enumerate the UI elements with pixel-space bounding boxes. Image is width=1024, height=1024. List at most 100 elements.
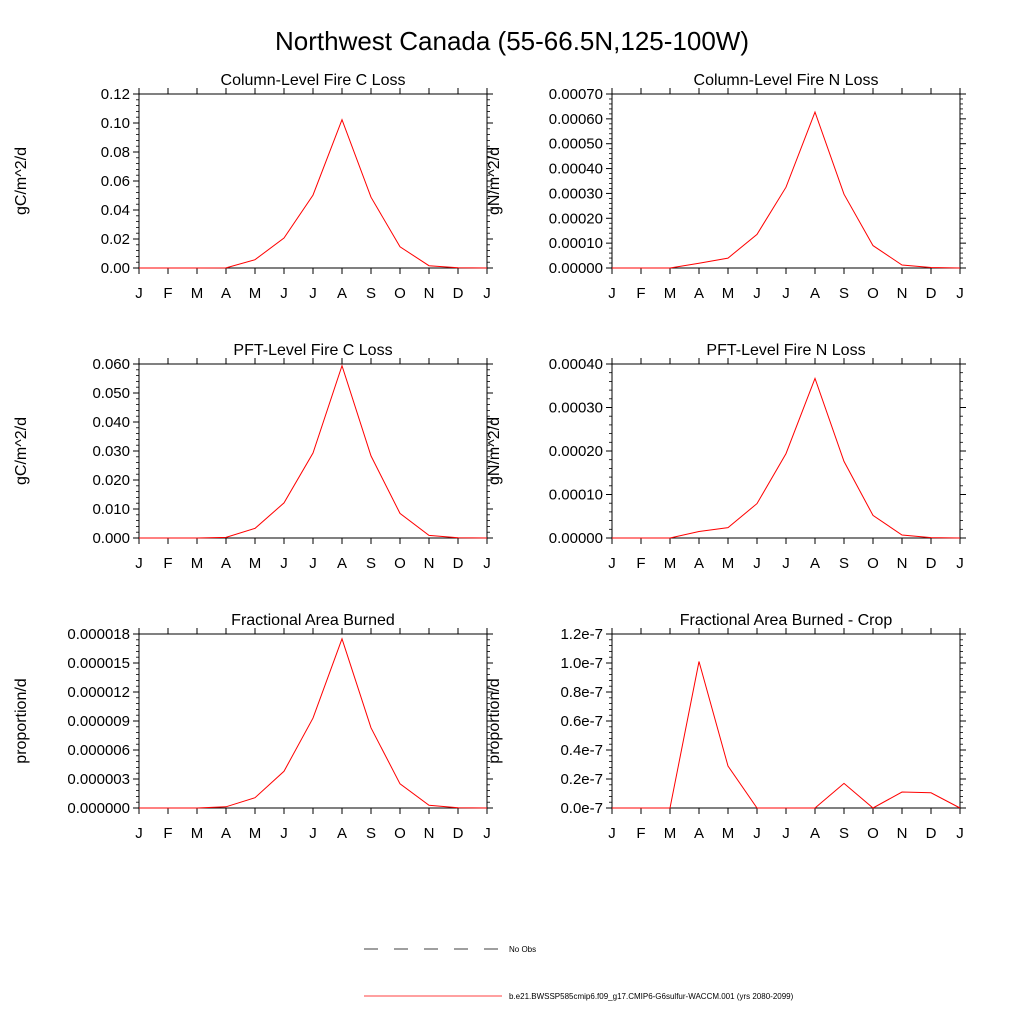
x-tick-label: N: [424, 825, 435, 842]
x-tick-label: M: [722, 285, 735, 302]
y-axis-label: gC/m^2/d: [13, 147, 30, 215]
x-tick-label: M: [664, 825, 677, 842]
x-tick-label: M: [191, 285, 204, 302]
panel-title: PFT-Level Fire N Loss: [706, 342, 865, 359]
y-tick-label: 0.00020: [549, 443, 603, 460]
y-tick-label: 0.00040: [549, 356, 603, 373]
y-tick-label: 0.030: [92, 443, 130, 460]
x-tick-label: J: [280, 285, 288, 302]
x-tick-label: D: [453, 555, 464, 572]
x-tick-label: S: [366, 555, 376, 572]
panel-title: Column-Level Fire C Loss: [221, 72, 406, 89]
x-tick-label: D: [453, 285, 464, 302]
x-tick-label: A: [221, 825, 231, 842]
x-tick-label: M: [664, 285, 677, 302]
x-tick-label: A: [810, 555, 820, 572]
y-tick-label: 0.00050: [549, 136, 603, 153]
x-tick-label: M: [722, 555, 735, 572]
x-tick-label: J: [309, 285, 317, 302]
panel-title: Fractional Area Burned: [231, 612, 395, 629]
x-tick-label: J: [309, 825, 317, 842]
legend: No Obs b.e21.BWSSP585cmip6.f09_g17.CMIP6…: [364, 945, 794, 1001]
y-tick-label: 1.2e-7: [560, 626, 603, 643]
panel-title: Column-Level Fire N Loss: [694, 72, 879, 89]
x-tick-label: A: [694, 285, 704, 302]
panels: Column-Level Fire C Loss gC/m^2/d 0.00 0.02…: [13, 72, 966, 842]
legend-entry-model-run: b.e21.BWSSP585cmip6.f09_g17.CMIP6-G6sulf…: [364, 992, 794, 1001]
x-tick-label: J: [753, 285, 761, 302]
x-tick-label: J: [135, 285, 143, 302]
x-tick-label: J: [309, 555, 317, 572]
legend-label-no-obs: No Obs: [509, 945, 536, 954]
y-tick-label: 0.04: [101, 202, 130, 219]
x-tick-label: J: [956, 825, 964, 842]
x-tick-label: N: [424, 285, 435, 302]
x-tick-label: J: [280, 555, 288, 572]
y-axis-label: gC/m^2/d: [13, 417, 30, 485]
x-tick-label: A: [337, 285, 347, 302]
x-tick-label: N: [424, 555, 435, 572]
panel-2: Column-Level Fire N Loss gN/m^2/d 0.00000 0…: [486, 72, 966, 302]
x-tick-label: F: [163, 555, 172, 572]
x-tick-label: J: [608, 555, 616, 572]
x-tick-label: M: [249, 285, 262, 302]
x-tick-label: J: [753, 825, 761, 842]
x-tick-label: A: [337, 555, 347, 572]
legend-label-model-run: b.e21.BWSSP585cmip6.f09_g17.CMIP6-G6sulf…: [509, 992, 794, 1001]
x-tick-label: O: [394, 285, 406, 302]
y-tick-label: 0.000012: [67, 684, 130, 701]
plot-frame: [138, 93, 488, 269]
x-tick-label: O: [867, 825, 879, 842]
x-tick-label: J: [483, 825, 491, 842]
plot-frame: [138, 363, 488, 539]
x-tick-label: F: [163, 285, 172, 302]
x-tick-label: J: [753, 555, 761, 572]
y-tick-label: 0.00060: [549, 111, 603, 128]
x-tick-label: O: [394, 555, 406, 572]
panel-3: PFT-Level Fire C Loss gC/m^2/d 0.000 0.010 0…: [13, 342, 493, 572]
panel-1: Column-Level Fire C Loss gC/m^2/d 0.00 0.02…: [13, 72, 493, 302]
series-line: [612, 376, 961, 539]
x-tick-label: S: [366, 285, 376, 302]
x-tick-label: A: [337, 825, 347, 842]
x-tick-label: N: [897, 825, 908, 842]
plot-frame: [611, 93, 961, 269]
plot-frame: [611, 633, 961, 809]
y-tick-label: 0.000015: [67, 655, 130, 672]
x-tick-label: J: [483, 285, 491, 302]
x-tick-label: M: [664, 555, 677, 572]
y-tick-label: 0.12: [101, 86, 130, 103]
x-tick-label: F: [636, 825, 645, 842]
x-tick-label: S: [839, 825, 849, 842]
y-tick-label: 0.000018: [67, 626, 130, 643]
x-tick-label: M: [722, 825, 735, 842]
panel-4: PFT-Level Fire N Loss gN/m^2/d 0.00000 0.00…: [486, 342, 966, 572]
y-tick-label: 0.000006: [67, 742, 130, 759]
panel-6: Fractional Area Burned - Crop proportion/…: [486, 612, 966, 842]
x-tick-label: S: [366, 825, 376, 842]
y-tick-label: 0.8e-7: [560, 684, 603, 701]
x-tick-label: D: [926, 555, 937, 572]
y-tick-label: 0.040: [92, 414, 130, 431]
x-tick-label: A: [694, 555, 704, 572]
y-tick-label: 0.4e-7: [560, 742, 603, 759]
x-tick-label: S: [839, 285, 849, 302]
y-tick-label: 0.020: [92, 472, 130, 489]
x-tick-label: N: [897, 285, 908, 302]
x-tick-label: M: [249, 825, 262, 842]
series-line: [612, 661, 961, 809]
x-tick-label: J: [483, 555, 491, 572]
series-line: [139, 118, 488, 269]
x-tick-label: M: [191, 555, 204, 572]
series-line: [139, 637, 488, 809]
x-tick-label: J: [782, 825, 790, 842]
y-tick-label: 0.10: [101, 115, 130, 132]
y-tick-label: 0.0e-7: [560, 800, 603, 817]
y-tick-label: 0.02: [101, 231, 130, 248]
y-tick-label: 0.00010: [549, 235, 603, 252]
y-tick-label: 0.00000: [549, 260, 603, 277]
x-tick-label: A: [694, 825, 704, 842]
y-tick-label: 0.00070: [549, 86, 603, 103]
x-tick-label: J: [608, 825, 616, 842]
x-tick-label: S: [839, 555, 849, 572]
